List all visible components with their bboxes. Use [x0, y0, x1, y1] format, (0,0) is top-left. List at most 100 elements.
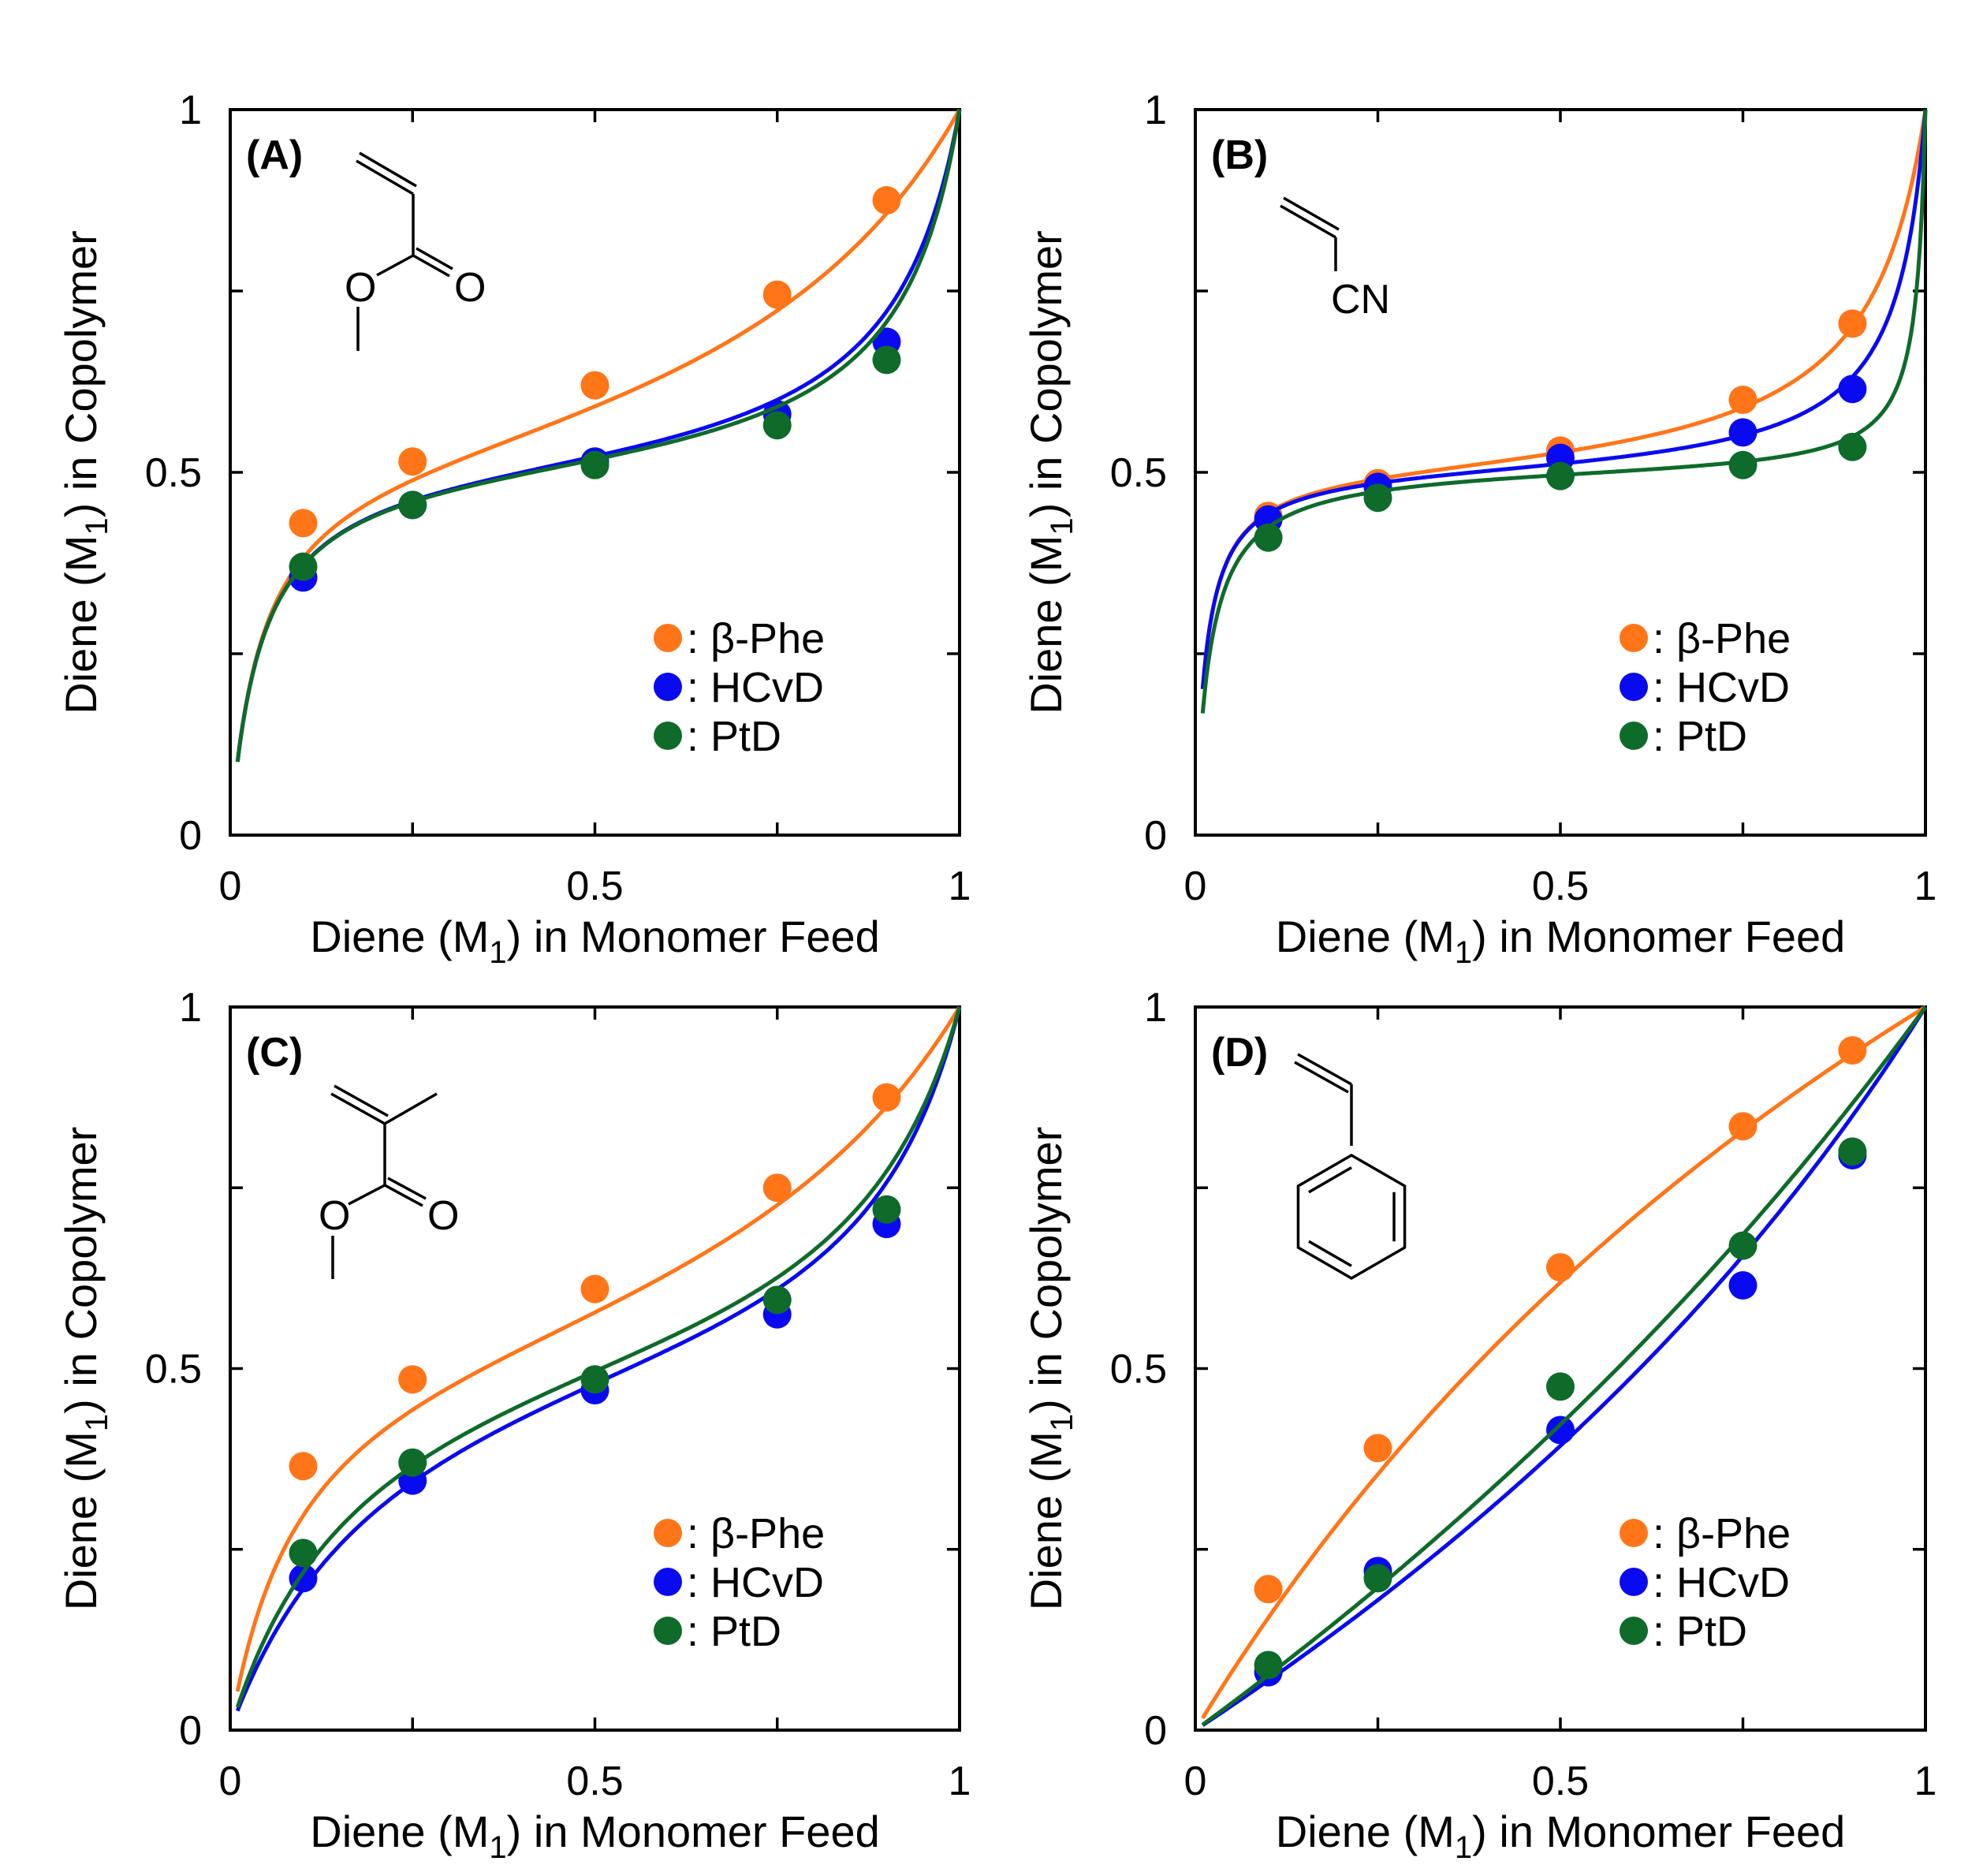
data-point-ptd	[398, 1449, 427, 1477]
data-point-phe	[581, 1275, 609, 1304]
y-tick-label: 1	[179, 985, 202, 1031]
legend-entry: : β-Phe	[1653, 615, 1791, 662]
y-axis-title: Diene (M1) in Copolymer	[56, 230, 114, 714]
data-point-ptd	[1838, 1137, 1866, 1166]
bond-line	[349, 1185, 385, 1204]
x-axis-title: Diene (M1) in Monomer Feed	[1276, 912, 1846, 970]
data-point-ptd	[289, 553, 318, 581]
legend-entry: : PtD	[1653, 1608, 1747, 1655]
panel-label: (B)	[1211, 132, 1268, 178]
y-tick-label: 0	[179, 1708, 202, 1754]
y-axis-title: Diene (M1) in Copolymer	[1021, 230, 1079, 714]
y-tick-label: 0	[179, 813, 202, 859]
bond-line	[1309, 1241, 1351, 1266]
data-point-ptd	[1546, 462, 1575, 490]
comonomer-structure	[331, 1086, 437, 1279]
data-point-phe	[1364, 1434, 1392, 1462]
data-point-phe	[398, 447, 427, 476]
fit-curve-ptd	[237, 110, 960, 762]
bond-line	[377, 255, 413, 275]
data-point-phe	[1838, 309, 1866, 338]
data-point-ptd	[1838, 433, 1866, 461]
y-tick-label: 0.5	[1110, 1347, 1167, 1393]
y-tick-label: 0.5	[145, 1347, 202, 1393]
legend-marker	[1620, 722, 1648, 750]
legend-entry: : β-Phe	[1653, 1510, 1791, 1557]
x-tick-label: 1	[949, 863, 971, 909]
data-point-ptd	[873, 1195, 901, 1224]
fit-curve-hcvd	[237, 110, 960, 762]
atom-label: O	[454, 265, 486, 311]
panel-label: (C)	[246, 1030, 303, 1076]
legend-marker	[1620, 1617, 1648, 1645]
data-point-phe	[873, 186, 901, 214]
legend-entry: : PtD	[687, 713, 781, 760]
legend-marker	[1620, 624, 1648, 652]
bond-line	[356, 161, 413, 194]
legend-marker	[654, 1617, 682, 1645]
data-point-phe	[1254, 1575, 1283, 1603]
y-tick-label: 0	[1144, 1708, 1167, 1754]
data-point-phe	[581, 371, 609, 400]
data-point-phe	[873, 1083, 901, 1112]
x-tick-label: 0	[219, 1759, 242, 1804]
fit-curve-ptd	[1202, 1007, 1925, 1725]
y-tick-label: 1	[1144, 985, 1167, 1031]
y-tick-label: 1	[179, 88, 202, 133]
y-tick-label: 1	[1144, 88, 1167, 133]
bond-line	[416, 248, 453, 269]
data-point-phe	[398, 1365, 427, 1393]
data-point-phe	[1838, 1036, 1866, 1065]
y-tick-label: 0.5	[145, 450, 202, 496]
legend-marker	[1620, 1519, 1648, 1547]
data-point-phe	[1546, 1253, 1575, 1281]
legend-marker	[654, 1568, 682, 1596]
data-point-phe	[763, 281, 792, 309]
x-tick-label: 1	[1914, 1759, 1937, 1804]
data-point-phe	[763, 1173, 792, 1202]
legend-entry: : β-Phe	[687, 1510, 825, 1557]
legend-entry: : HCvD	[1653, 1559, 1790, 1606]
data-point-phe	[1729, 1112, 1757, 1140]
fit-curve-phe	[1202, 110, 1925, 689]
bond-line	[1309, 1168, 1351, 1192]
data-point-ptd	[873, 345, 901, 374]
data-point-ptd	[1729, 451, 1757, 479]
legend-marker	[1620, 673, 1648, 701]
data-point-ptd	[1364, 483, 1392, 512]
data-point-ptd	[1364, 1564, 1392, 1592]
bond-line	[360, 153, 416, 186]
data-point-ptd	[289, 1538, 318, 1567]
panel-label: (D)	[1211, 1030, 1268, 1076]
x-axis-title: Diene (M1) in Monomer Feed	[310, 912, 880, 970]
x-tick-label: 0.5	[1532, 863, 1589, 909]
plot-frame	[1195, 1007, 1925, 1730]
x-tick-label: 0	[1184, 863, 1207, 909]
atom-label: O	[345, 265, 376, 311]
chart-panel-3: 00.5100.51Diene (M1) in Monomer FeedDien…	[56, 985, 971, 1865]
x-tick-label: 0.5	[566, 863, 623, 909]
atom-label: CN	[1331, 277, 1390, 323]
atom-label: O	[427, 1193, 459, 1239]
y-tick-label: 0.5	[1110, 450, 1167, 496]
data-point-hcvd	[1729, 1271, 1757, 1300]
figure-4-panels: 0 0.5 1 0 0.5 1 Diene (M1) in Monomer Feed Dien…	[0, 0, 1983, 1876]
atom-label: O	[319, 1193, 350, 1239]
data-point-phe	[289, 509, 318, 537]
fit-curve-phe	[1202, 1007, 1925, 1718]
x-tick-label: 0	[1184, 1759, 1207, 1804]
fit-curve-ptd	[1202, 110, 1925, 714]
data-point-ptd	[1546, 1372, 1575, 1400]
legend-entry: : HCvD	[687, 664, 824, 711]
data-point-phe	[289, 1452, 318, 1480]
legend-marker	[654, 722, 682, 750]
chart-panel-4: 00.5100.51Diene (M1) in Monomer FeedDien…	[1021, 985, 1936, 1865]
legend-marker	[654, 673, 682, 701]
bond-line	[388, 1178, 426, 1199]
bond-line	[413, 255, 449, 276]
x-tick-label: 1	[1914, 863, 1937, 909]
comonomer-structure	[356, 153, 453, 351]
legend-entry: : β-Phe	[687, 615, 825, 662]
legend-marker	[654, 624, 682, 652]
x-tick-label: 0.5	[1532, 1759, 1589, 1804]
